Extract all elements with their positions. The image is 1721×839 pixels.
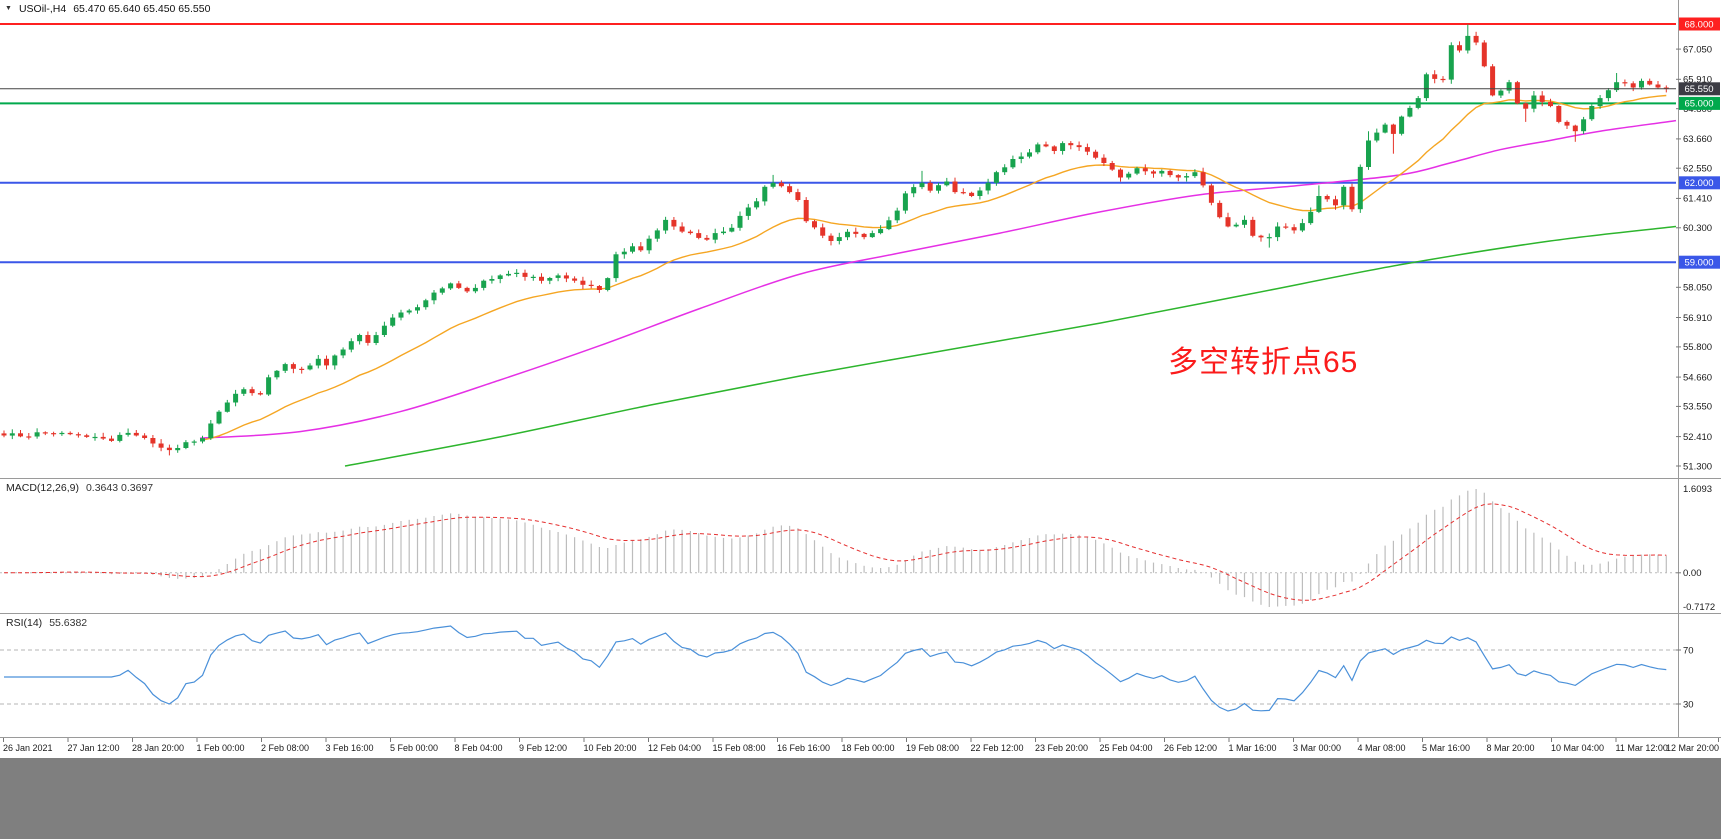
macd-label: MACD(12,26,9) 0.3643 0.3697 — [6, 482, 153, 494]
date-label: 1 Mar 16:00 — [1229, 743, 1277, 753]
date-label: 22 Feb 12:00 — [971, 743, 1024, 753]
macd-scale-zero: 0.00 — [1683, 568, 1702, 579]
price-tick-label: 56.910 — [1683, 313, 1712, 324]
date-label: 4 Mar 08:00 — [1358, 743, 1406, 753]
date-label: 10 Feb 20:00 — [584, 743, 637, 753]
date-label: 28 Jan 20:00 — [132, 743, 184, 753]
date-label: 25 Feb 04:00 — [1100, 743, 1153, 753]
price-tick-label: 61.410 — [1683, 194, 1712, 205]
date-label: 10 Mar 04:00 — [1551, 743, 1604, 753]
price-badge: 68.000 — [1679, 17, 1720, 31]
symbol-timeframe-label: USOil-,H4 — [18, 3, 67, 15]
time-axis: 26 Jan 2021 27 Jan 12:00 28 Jan 20:00 1 Feb… — [3, 738, 1719, 753]
date-label: 9 Feb 12:00 — [519, 743, 567, 753]
price-tick-label: 63.660 — [1683, 134, 1712, 145]
date-label: 3 Mar 00:00 — [1293, 743, 1341, 753]
macd-name: MACD(12,26,9) — [6, 482, 79, 494]
price-tick-label: 67.050 — [1683, 44, 1712, 55]
price-tick-label: 53.550 — [1683, 402, 1712, 413]
macd-values: 0.3643 0.3697 — [85, 482, 154, 494]
date-label: 26 Jan 2021 — [3, 743, 53, 753]
chart-canvas: 67.05065.91064.80063.66062.55061.41060.3… — [0, 0, 1721, 753]
date-label: 11 Mar 12:00 — [1616, 743, 1668, 753]
price-tick-label: 60.300 — [1683, 223, 1712, 234]
symbol-dropdown-icon[interactable]: ▼ — [5, 4, 12, 12]
price-badge: 59.000 — [1679, 255, 1720, 269]
rsi-level-label: 70 — [1683, 645, 1694, 656]
rsi-name: RSI(14) — [6, 617, 43, 629]
date-label: 8 Mar 20:00 — [1487, 743, 1535, 753]
price-tick-label: 51.300 — [1683, 461, 1712, 472]
date-label: 12 Mar 20:00 — [1666, 743, 1719, 753]
date-label: 18 Feb 00:00 — [842, 743, 895, 753]
price-tick-label: 52.410 — [1683, 432, 1712, 443]
annotation-text: 多空转折点65 — [1168, 346, 1359, 379]
macd-indicator: 1.6093 0.00 -0.7172 — [0, 484, 1715, 613]
macd-scale-bottom: -0.7172 — [1683, 602, 1715, 613]
date-label: 5 Feb 00:00 — [390, 743, 438, 753]
svg-text:68.000: 68.000 — [1684, 19, 1713, 30]
price-tick-label: 65.910 — [1683, 75, 1712, 86]
svg-text:59.000: 59.000 — [1684, 258, 1713, 269]
date-label: 5 Mar 16:00 — [1422, 743, 1470, 753]
svg-text:62.000: 62.000 — [1684, 178, 1713, 189]
svg-text:65.000: 65.000 — [1684, 99, 1713, 110]
date-label: 23 Feb 20:00 — [1035, 743, 1088, 753]
horizontal-lines — [0, 23, 1676, 264]
date-label: 19 Feb 08:00 — [906, 743, 959, 753]
date-label: 27 Jan 12:00 — [68, 743, 120, 753]
svg-text:65.550: 65.550 — [1684, 84, 1713, 95]
chart-title: ▼ USOil-,H4 65.470 65.640 65.450 65.550 — [5, 3, 210, 15]
rsi-level-label: 30 — [1683, 699, 1694, 710]
price-tick-label: 58.050 — [1683, 283, 1712, 294]
rsi-indicator: 70 30 — [0, 625, 1694, 712]
moving-averages — [199, 94, 1677, 467]
date-label: 1 Feb 00:00 — [197, 743, 245, 753]
price-axis: 67.05065.91064.80063.66062.55061.41060.3… — [1676, 17, 1720, 472]
candlestick-series — [1, 24, 1669, 456]
date-label: 15 Feb 08:00 — [713, 743, 766, 753]
window-background — [0, 758, 1721, 839]
ohlc-values: 65.470 65.640 65.450 65.550 — [73, 3, 211, 15]
price-tick-label: 54.660 — [1683, 372, 1712, 383]
rsi-label: RSI(14) 55.6382 — [6, 617, 87, 629]
date-label: 3 Feb 16:00 — [326, 743, 374, 753]
price-tick-label: 55.800 — [1683, 342, 1712, 353]
date-label: 2 Feb 08:00 — [261, 743, 309, 753]
price-badge: 65.000 — [1679, 96, 1720, 110]
date-label: 26 Feb 12:00 — [1164, 743, 1217, 753]
date-label: 8 Feb 04:00 — [455, 743, 503, 753]
date-label: 16 Feb 16:00 — [777, 743, 830, 753]
price-badge: 62.000 — [1679, 176, 1720, 190]
date-label: 12 Feb 04:00 — [648, 743, 701, 753]
price-badge: 65.550 — [1679, 82, 1720, 96]
price-tick-label: 62.550 — [1683, 164, 1712, 175]
rsi-value: 55.6382 — [49, 617, 88, 629]
macd-scale-top: 1.6093 — [1683, 484, 1712, 495]
